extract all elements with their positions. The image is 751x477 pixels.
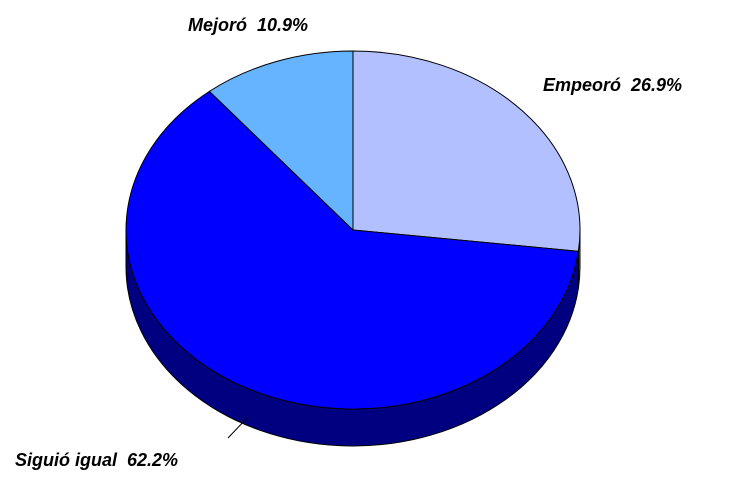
slice-label: Mejoró 10.9% [188, 15, 308, 35]
slice-category: Siguió igual [15, 450, 118, 470]
slice-value: 10.9% [257, 15, 308, 35]
slice-value: 62.2% [127, 450, 178, 470]
slice-category: Empeoró [543, 75, 621, 95]
pie-slice [125, 90, 579, 410]
slice-label: Siguió igual 62.2% [15, 450, 178, 470]
pie-slice [352, 50, 581, 252]
pie-slice [208, 50, 354, 232]
slice-label: Empeoró 26.9% [543, 75, 682, 95]
slice-category: Mejoró [188, 15, 247, 35]
slice-value: 26.9% [630, 75, 682, 95]
leader-line [227, 417, 248, 439]
